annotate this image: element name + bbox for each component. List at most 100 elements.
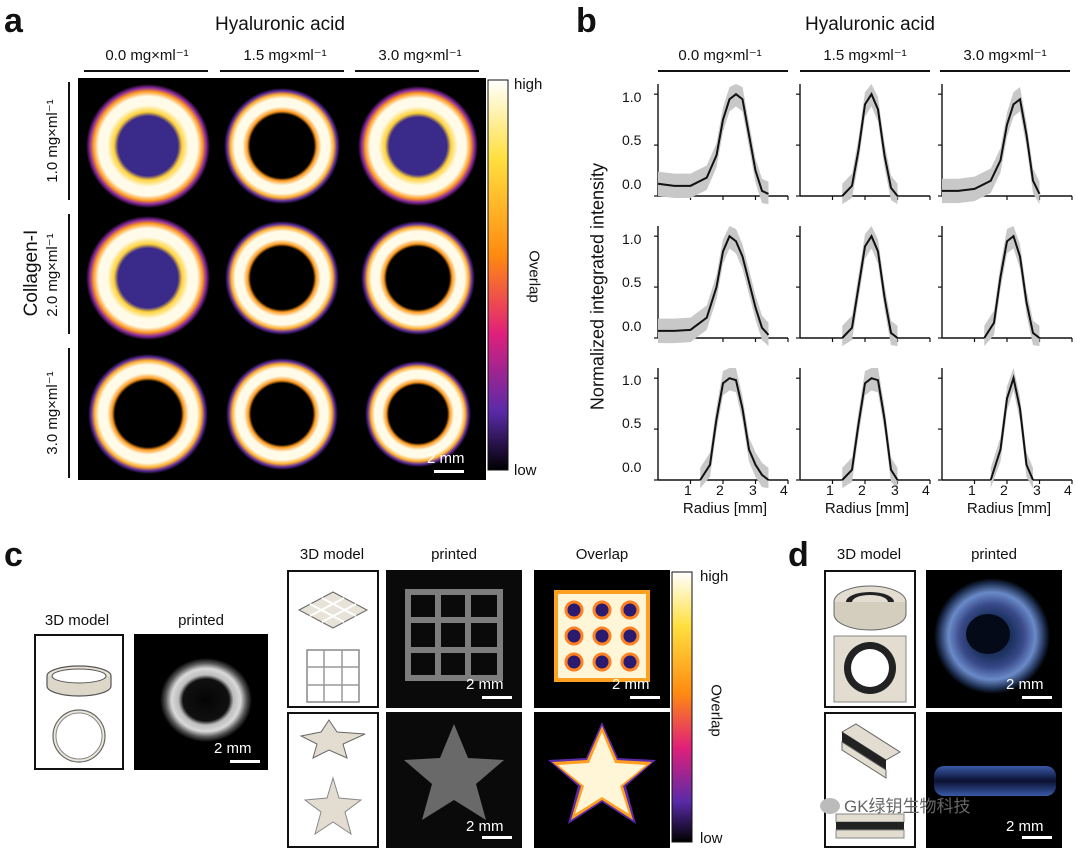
hyaluronic-title-b: Hyaluronic acid xyxy=(805,14,935,35)
grid-model-icon xyxy=(297,591,369,703)
d-model-label: 3D model xyxy=(836,546,902,563)
col-bracket-a-2 xyxy=(220,70,344,72)
profile-band xyxy=(658,84,769,205)
col-bracket-a-3 xyxy=(355,70,479,72)
profile-band xyxy=(990,368,1033,489)
panel-label-b: b xyxy=(576,2,597,40)
profile-plot-r1c2 xyxy=(796,84,931,205)
colorbar-a-title: Overlap xyxy=(525,250,543,303)
grid-printed-scale: 2 mm xyxy=(466,676,504,693)
scale-bar-a-line xyxy=(434,470,464,473)
d-ring-printed-image xyxy=(926,570,1062,708)
xtick-b-c1-4: 4 xyxy=(780,482,788,498)
row-bracket-a-3 xyxy=(68,348,70,478)
grid-overlap-scale: 2 mm xyxy=(612,676,650,693)
grid-printed-image xyxy=(386,570,522,708)
ytick-b-r3-3: 0.0 xyxy=(622,459,642,475)
profile-plot-r2c3 xyxy=(938,226,1073,347)
ylabel-b: Normalized integrated intensity xyxy=(587,162,608,411)
d-bar-printed-image xyxy=(926,712,1062,848)
profile-line xyxy=(983,234,1041,339)
xtick-b-c3-1: 1 xyxy=(968,482,976,498)
ring-a-r1c3 xyxy=(358,86,478,206)
row-label-a-3: 3.0 mg×ml⁻¹ xyxy=(44,371,61,455)
d-printed-label: printed xyxy=(971,546,1017,563)
star-model-box xyxy=(287,712,379,848)
col-label-a-2: 1.5 mg×ml⁻¹ xyxy=(243,47,327,64)
profile-plot-r3c1 xyxy=(654,368,789,489)
ring-a-r2c3 xyxy=(361,221,475,335)
xtick-b-c3-2: 2 xyxy=(1000,482,1008,498)
profile-plot-r2c2 xyxy=(796,226,931,347)
ytick-b-r1-1: 1.0 xyxy=(622,89,642,105)
d-bar-model-box xyxy=(824,712,916,848)
ytick-b-r1-3: 0.0 xyxy=(622,176,642,192)
ring-model-icon xyxy=(46,665,112,763)
ytick-b-r2-2: 0.5 xyxy=(622,274,642,290)
colorbar-c xyxy=(671,571,693,843)
colorbar-c-title: Overlap xyxy=(707,684,725,737)
col-label-a-1: 0.0 mg×ml⁻¹ xyxy=(105,47,189,64)
col-label-b-2: 1.5 mg×ml⁻¹ xyxy=(823,47,907,64)
xtick-b-c1-1: 1 xyxy=(684,482,692,498)
profile-line xyxy=(841,234,899,339)
col-bracket-a-1 xyxy=(84,70,208,72)
star-model-icon xyxy=(299,719,366,836)
collagen-title: Collagen-I xyxy=(21,229,42,317)
profile-line xyxy=(989,374,1034,481)
profile-line xyxy=(658,234,770,336)
watermark: GK绿钥生物科技 xyxy=(820,792,971,817)
ring-a-r2c2 xyxy=(225,221,339,335)
panel-label-c: c xyxy=(4,536,23,574)
ytick-b-r1-2: 0.5 xyxy=(622,132,642,148)
ytick-b-r3-1: 1.0 xyxy=(622,372,642,388)
profile-band xyxy=(942,87,1040,205)
xlabel-b-1: Radius [mm] xyxy=(682,500,768,517)
colorbar-c-high: high xyxy=(700,568,729,585)
profile-plot-r1c1 xyxy=(654,84,789,205)
panel-label-d: d xyxy=(788,536,809,574)
row-label-a-1: 1.0 mg×ml⁻¹ xyxy=(44,99,61,183)
col-bracket-b-2 xyxy=(800,70,930,72)
col-bracket-b-3 xyxy=(940,70,1070,72)
ytick-b-r2-3: 0.0 xyxy=(622,318,642,334)
profile-plot-r2c1 xyxy=(654,226,789,347)
profile-line xyxy=(657,92,769,195)
colorbar-a-high: high xyxy=(514,76,543,93)
ytick-b-r3-2: 0.5 xyxy=(622,415,642,431)
d-ring-model-icon xyxy=(833,585,907,703)
ring-printed-image xyxy=(134,634,268,770)
ring-printed-label: printed xyxy=(178,612,224,629)
xtick-b-c2-3: 3 xyxy=(891,482,899,498)
grid-printed-label: printed xyxy=(431,546,477,563)
ring-printed-scale: 2 mm xyxy=(214,740,252,757)
profile-line xyxy=(699,377,770,481)
overlap-label: Overlap xyxy=(575,546,629,563)
col-label-b-1: 0.0 mg×ml⁻¹ xyxy=(678,47,762,64)
col-label-a-3: 3.0 mg×ml⁻¹ xyxy=(378,47,462,64)
hyaluronic-title-a: Hyaluronic acid xyxy=(215,14,345,35)
ring-a-r3c3 xyxy=(365,361,471,467)
row-label-a-2: 2.0 mg×ml⁻¹ xyxy=(44,233,61,317)
profile-band xyxy=(658,226,769,347)
profile-band xyxy=(842,84,898,205)
ring-a-r3c1 xyxy=(88,354,208,474)
ring-a-r2c1 xyxy=(86,216,210,340)
xtick-b-c2-1: 1 xyxy=(826,482,834,498)
profile-band xyxy=(700,368,769,489)
xlabel-b-3: Radius [mm] xyxy=(966,500,1052,517)
profile-plot-r3c2 xyxy=(796,368,931,489)
intensity-profile-plots xyxy=(654,84,1073,489)
colorbar-c-low: low xyxy=(700,830,723,847)
xtick-b-c3-3: 3 xyxy=(1033,482,1041,498)
ring-a-r3c2 xyxy=(226,358,338,470)
col-label-b-3: 3.0 mg×ml⁻¹ xyxy=(963,47,1047,64)
xtick-b-c1-2: 2 xyxy=(716,482,724,498)
row-bracket-a-2 xyxy=(68,214,70,334)
grid-model-label: 3D model xyxy=(299,546,365,563)
xtick-b-c2-2: 2 xyxy=(858,482,866,498)
star-printed-scale: 2 mm xyxy=(466,818,504,835)
xtick-b-c1-3: 3 xyxy=(749,482,757,498)
grid-model-box xyxy=(287,570,379,708)
overlap-image-grid xyxy=(78,78,486,480)
